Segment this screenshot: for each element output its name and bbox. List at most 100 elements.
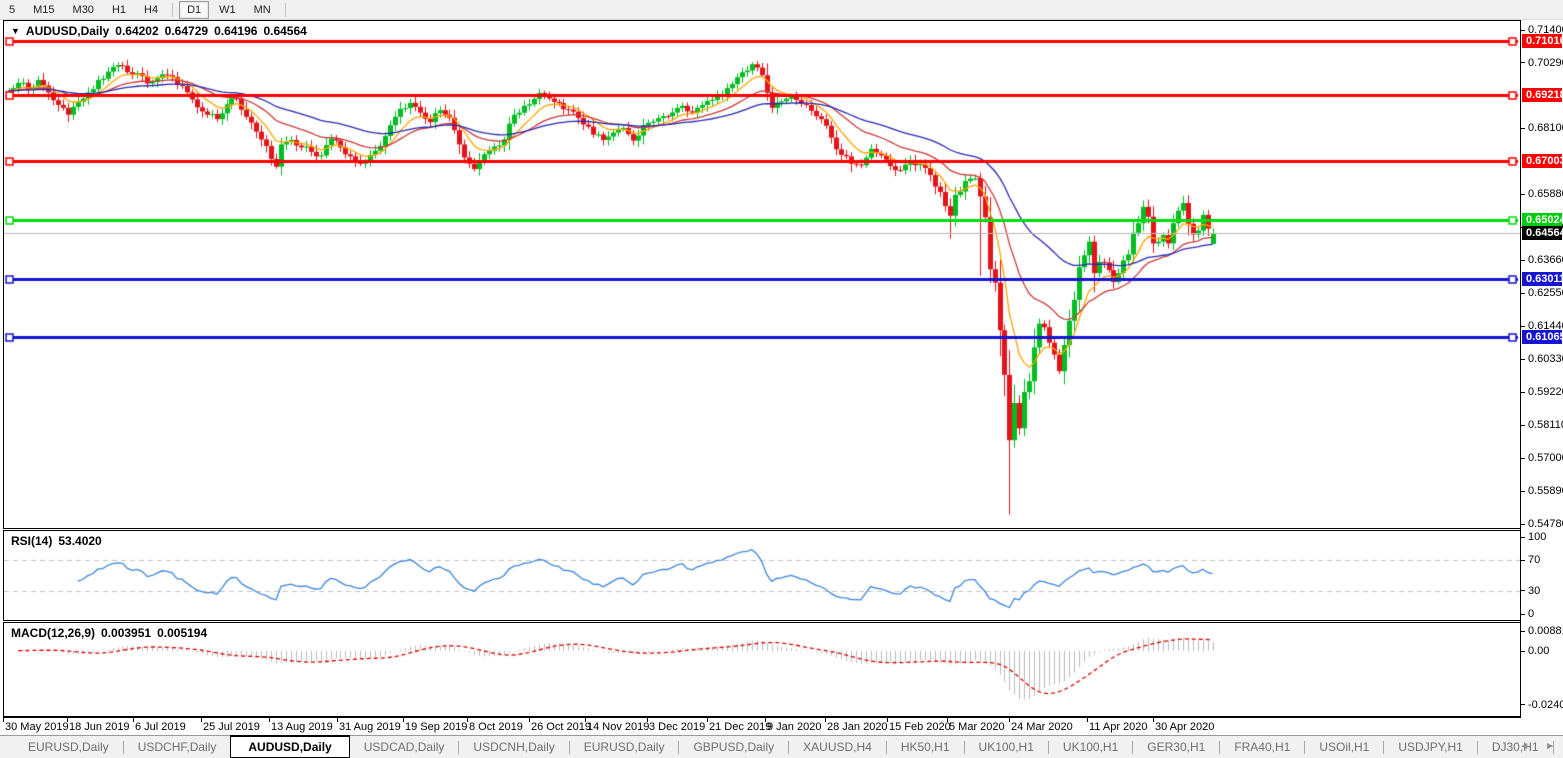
chart-tab-gbpusd-daily[interactable]: GBPUSD,Daily bbox=[693, 740, 775, 754]
tab-separator bbox=[788, 740, 790, 754]
price-tick-mark bbox=[1521, 424, 1525, 426]
date-tick-mark bbox=[947, 718, 948, 722]
price-axis[interactable]: 0.714000.702900.681000.658800.647700.636… bbox=[1520, 20, 1563, 718]
date-tick-mark bbox=[647, 718, 648, 722]
timeframe-button-M30[interactable]: M30 bbox=[72, 3, 94, 16]
date-label: 5 Mar 2020 bbox=[949, 721, 1005, 733]
date-label: 30 May 2019 bbox=[5, 721, 69, 733]
hline-price-badge: 0.67003 bbox=[1522, 153, 1563, 168]
timeframe-button-W1[interactable]: W1 bbox=[219, 3, 236, 16]
date-tick-mark bbox=[529, 718, 530, 722]
chart-title: ▼ AUDUSD,Daily 0.64202 0.64729 0.64196 0… bbox=[11, 24, 307, 38]
date-tick-mark bbox=[133, 718, 134, 722]
chart-tab-usoil-h1[interactable]: USOil,H1 bbox=[1319, 740, 1370, 754]
date-axis[interactable]: 30 May 2019 18 Jun 2019 6 Jul 2019 25 Jul 2… bbox=[3, 717, 1521, 735]
chart-window: ▼ AUDUSD,Daily 0.64202 0.64729 0.64196 0… bbox=[3, 20, 1563, 718]
chart-tab-audusd-daily[interactable]: AUDUSD,Daily bbox=[230, 735, 350, 758]
timeframe-button-H1[interactable]: H1 bbox=[111, 3, 126, 16]
price-tick-mark bbox=[1521, 391, 1525, 393]
price-tick-mark bbox=[1521, 259, 1525, 261]
date-label: 26 Oct 2019 bbox=[531, 721, 591, 733]
timeframe-button-MN[interactable]: MN bbox=[253, 3, 271, 16]
price-tick-mark bbox=[1521, 630, 1525, 632]
price-tick-label: 0 bbox=[1528, 608, 1535, 620]
tab-separator bbox=[885, 740, 887, 754]
date-label: 21 Dec 2019 bbox=[709, 721, 772, 733]
hline-price-badge: 0.61065 bbox=[1522, 330, 1563, 345]
tab-scroll-right-icon[interactable]: ► bbox=[1545, 741, 1555, 752]
chart-tab-dj30-h1[interactable]: DJ30,H1 bbox=[1491, 740, 1539, 754]
price-tick-mark bbox=[1521, 292, 1525, 294]
date-label: 15 Feb 2020 bbox=[889, 721, 951, 733]
rsi-pane: RSI(14) 53.4020 bbox=[3, 530, 1521, 621]
date-label: 30 Apr 2020 bbox=[1155, 721, 1215, 733]
tab-separator bbox=[1476, 740, 1478, 754]
timeframe-button-D1[interactable]: D1 bbox=[179, 0, 210, 19]
tab-separator bbox=[122, 740, 124, 754]
date-tick-mark bbox=[1087, 718, 1088, 722]
price-tick-mark bbox=[1521, 590, 1525, 592]
chart-tab-eurusd-daily[interactable]: EURUSD,Daily bbox=[28, 740, 109, 754]
timeframe-button-H4[interactable]: H4 bbox=[144, 3, 159, 16]
chart-tab-usdcad-daily[interactable]: USDCAD,Daily bbox=[363, 740, 445, 754]
price-tick-label: -0.024082 bbox=[1528, 698, 1563, 711]
main-chart-pane: ▼ AUDUSD,Daily 0.64202 0.64729 0.64196 0… bbox=[3, 20, 1521, 529]
chart-tab-uk100-h1[interactable]: UK100,H1 bbox=[1062, 740, 1119, 754]
chart-tab-ger30-h1[interactable]: GER30,H1 bbox=[1147, 740, 1206, 754]
chart-tab-eurusd-daily[interactable]: EURUSD,Daily bbox=[583, 740, 665, 754]
chart-tab-usdcnh-daily[interactable]: USDCNH,Daily bbox=[473, 740, 555, 754]
tab-scroll-left-icon[interactable]: ◄ bbox=[1519, 741, 1530, 752]
tab-separator bbox=[458, 740, 460, 754]
chart-tab-hk50-h1[interactable]: HK50,H1 bbox=[900, 740, 950, 754]
price-tick-label: 0.00 bbox=[1528, 645, 1550, 657]
timeframe-toolbar: 5 M15 M30 H1 H4 D1 W1 MN bbox=[0, 0, 1563, 20]
date-tick-mark bbox=[1009, 718, 1010, 722]
date-label: 24 Mar 2020 bbox=[1011, 721, 1073, 733]
macd-label: MACD(12,26,9) bbox=[11, 626, 96, 640]
price-tick-mark bbox=[1521, 325, 1525, 327]
tab-separator bbox=[678, 740, 680, 754]
price-tick-mark bbox=[1521, 457, 1525, 459]
price-tick-mark bbox=[1521, 650, 1525, 652]
chart-tab-uk100-h1[interactable]: UK100,H1 bbox=[978, 740, 1034, 754]
timeframe-button-5[interactable]: 5 bbox=[9, 3, 16, 16]
price-tick-mark bbox=[1521, 62, 1525, 64]
main-chart-canvas[interactable] bbox=[4, 21, 1520, 528]
timeframe-button-M15[interactable]: M15 bbox=[33, 3, 55, 16]
date-label: 3 Dec 2019 bbox=[649, 721, 706, 733]
ohlc-low: 0.64196 bbox=[214, 24, 258, 38]
date-label: 14 Nov 2019 bbox=[587, 721, 650, 733]
macd-title: MACD(12,26,9) 0.003951 0.005194 bbox=[11, 626, 207, 640]
toolbar-separator bbox=[172, 2, 174, 17]
tab-separator bbox=[1047, 740, 1049, 754]
date-label: 28 Jan 2020 bbox=[827, 721, 888, 733]
chart-tab-usdjpy-h1[interactable]: USDJPY,H1 bbox=[1398, 740, 1463, 754]
price-tick-label: 30 bbox=[1528, 584, 1541, 597]
price-tick-label: 100 bbox=[1528, 531, 1547, 543]
chart-tab-xauusd-h4[interactable]: XAUUSD,H4 bbox=[803, 740, 872, 754]
date-tick-mark bbox=[201, 718, 202, 722]
chart-symbol-label: AUDUSD,Daily bbox=[25, 24, 110, 38]
chart-tab-usdchf-daily[interactable]: USDCHF,Daily bbox=[137, 740, 217, 754]
tab-separator bbox=[1383, 740, 1385, 754]
date-tick-mark bbox=[467, 718, 468, 722]
rsi-canvas[interactable] bbox=[4, 531, 1520, 620]
macd-canvas[interactable] bbox=[4, 623, 1520, 716]
date-label: 8 Oct 2019 bbox=[469, 721, 523, 733]
date-tick-mark bbox=[67, 718, 68, 722]
chart-tab-fra40-h1[interactable]: FRA40,H1 bbox=[1234, 740, 1291, 754]
price-tick-mark bbox=[1521, 704, 1525, 705]
hline-price-badge: 0.71016 bbox=[1522, 34, 1563, 49]
price-tick-mark bbox=[1521, 127, 1525, 129]
price-tick-mark bbox=[1521, 613, 1525, 615]
chart-dropdown-icon[interactable]: ▼ bbox=[11, 26, 20, 36]
price-tick-mark bbox=[1521, 358, 1525, 360]
